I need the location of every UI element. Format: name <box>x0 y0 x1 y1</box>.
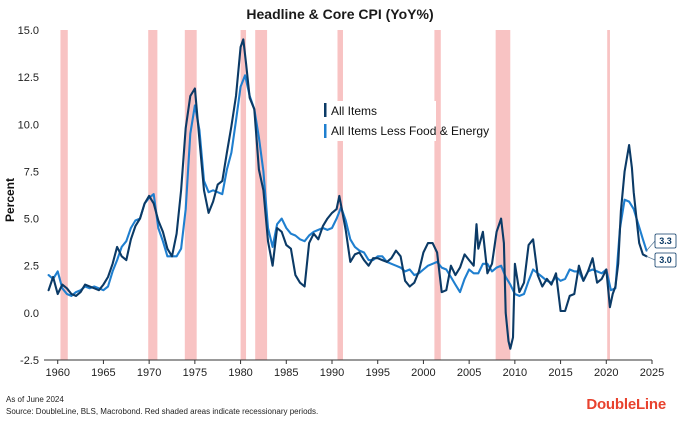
x-tick-label: 1980 <box>228 367 252 379</box>
end-value-labels: 3.3 3.0 <box>646 233 677 268</box>
legend: All Items All Items Less Food & Energy <box>324 101 489 141</box>
doubleline-logo: DoubleLine <box>586 396 666 413</box>
x-tick-label: 2025 <box>640 367 664 379</box>
y-tick-label: 2.5 <box>24 261 39 273</box>
legend-label-core: All Items Less Food & Energy <box>331 124 489 138</box>
chart-title: Headline & Core CPI (YoY%) <box>246 6 433 22</box>
x-tick-label: 2015 <box>548 367 572 379</box>
source-note: Source: DoubleLine, BLS, Macrobond. Red … <box>6 407 319 416</box>
as-of-note: As of June 2024 <box>6 395 64 404</box>
recession-band-0 <box>60 30 68 360</box>
recession-bands <box>60 30 610 360</box>
legend-label-all-items: All Items <box>331 104 377 118</box>
y-tick-label: 15.0 <box>18 25 39 37</box>
recession-band-4 <box>255 30 268 360</box>
end-label-core: 3.3 <box>659 236 672 246</box>
end-label-core-leader <box>646 240 656 251</box>
end-label-all-items-box <box>654 252 677 268</box>
x-tick-label: 2020 <box>594 367 618 379</box>
y-tick-label: 10.0 <box>18 119 39 131</box>
x-axis-ticks: 1960 1965 1970 1975 1980 1985 1990 1995 2000 2005… <box>45 360 664 379</box>
y-tick-label: 7.5 <box>24 166 39 178</box>
legend-swatch-core <box>324 124 327 138</box>
x-tick-label: 1965 <box>91 367 115 379</box>
y-tick-label: -2.5 <box>20 355 39 367</box>
x-tick-label: 1995 <box>365 367 389 379</box>
recession-band-6 <box>434 30 441 360</box>
legend-background <box>324 101 436 141</box>
x-tick-label: 1960 <box>45 367 69 379</box>
y-tick-label: 0.0 <box>24 308 39 320</box>
y-axis-label: Percent <box>3 178 17 222</box>
end-label-all-items-leader <box>646 255 656 261</box>
y-axis-ticks: -2.5 0.0 2.5 5.0 7.5 10.0 12.5 15.0 <box>18 25 39 367</box>
series-line-all-items <box>47 38 648 350</box>
recession-band-3 <box>240 30 247 360</box>
recession-band-5 <box>337 30 343 360</box>
end-label-all-items: 3.0 <box>659 255 672 265</box>
series-lines <box>47 38 648 350</box>
cpi-chart: -2.5 0.0 2.5 5.0 7.5 10.0 12.5 15.0 1960 1965 197… <box>3 6 677 379</box>
x-tick-label: 1985 <box>274 367 298 379</box>
legend-swatch-all-items <box>324 103 327 117</box>
recession-band-7 <box>495 30 511 360</box>
x-tick-label: 1970 <box>137 367 161 379</box>
recession-band-8 <box>607 30 610 360</box>
x-tick-label: 2000 <box>411 367 435 379</box>
x-tick-label: 1990 <box>320 367 344 379</box>
recession-band-2 <box>184 30 197 360</box>
x-tick-label: 1975 <box>183 367 207 379</box>
y-tick-label: 5.0 <box>24 214 39 226</box>
x-tick-label: 2005 <box>457 367 481 379</box>
x-tick-label: 2010 <box>503 367 527 379</box>
end-label-core-box <box>654 233 677 249</box>
y-tick-label: 12.5 <box>18 72 39 84</box>
